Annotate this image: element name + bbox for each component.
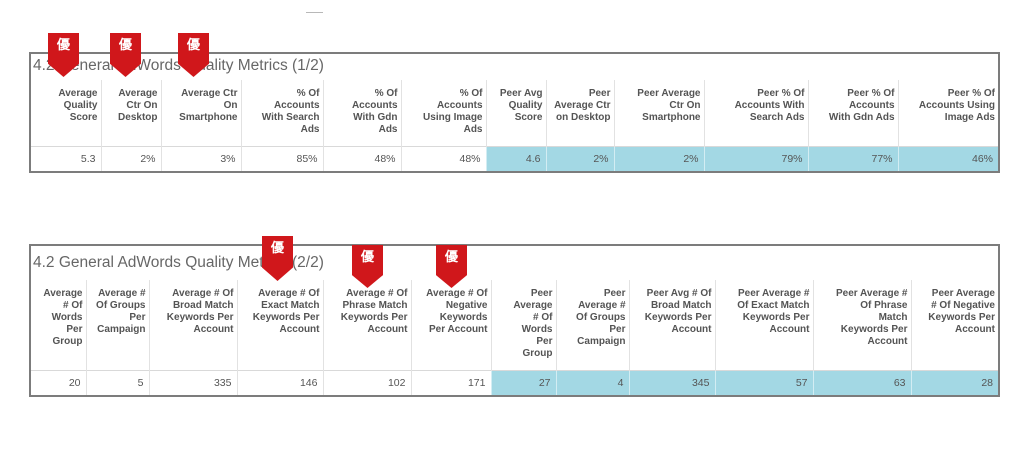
header-average-negative-keywords-per-account: Average # Of Negative Keywords Per Accou… [410, 280, 491, 371]
value-average-exact-match-keywords-per-account: 146 [236, 370, 323, 395]
value-peer-average-ctr-on-desktop: 2% [545, 146, 614, 171]
header-average-ctr-on-desktop: Average Ctr On Desktop [100, 80, 161, 147]
value-average-phrase-match-keywords-per-account: 102 [322, 370, 411, 395]
value-average-ctr-on-smartphone: 3% [160, 146, 241, 171]
value-peer-pct-accounts-using-image-ads: 46% [897, 146, 998, 171]
value-pct-accounts-with-search-ads: 85% [240, 146, 323, 171]
value-average-ctr-on-desktop: 2% [100, 146, 161, 171]
header-average-phrase-match-keywords-per-account: Average # Of Phrase Match Keywords Per A… [322, 280, 411, 371]
header-peer-avg-broad-match-keywords-per-account: Peer Avg # Of Broad Match Keywords Per A… [628, 280, 715, 371]
value-peer-pct-accounts-with-search-ads: 79% [703, 146, 808, 171]
badge-label: 優 [118, 38, 132, 53]
table-row: 20 5 335 146 102 171 27 4 345 57 63 28 [31, 370, 998, 395]
header-row: Average # Of Words Per Group Average # O… [31, 280, 998, 371]
header-pct-accounts-with-search-ads: % Of Accounts With Search Ads [240, 80, 323, 147]
header-average-exact-match-keywords-per-account: Average # Of Exact Match Keywords Per Ac… [236, 280, 323, 371]
badge-label: 優 [444, 250, 458, 265]
value-average-words-per-group: 20 [31, 370, 86, 395]
value-average-groups-per-campaign: 5 [85, 370, 149, 395]
quality-metrics-table-2: Average # Of Words Per Group Average # O… [31, 280, 998, 395]
value-pct-accounts-with-gdn-ads: 48% [322, 146, 401, 171]
header-average-ctr-on-smartphone: Average Ctr On Smartphone [160, 80, 241, 147]
header-peer-average-exact-match-keywords-per-account: Peer Average # Of Exact Match Keywords P… [714, 280, 813, 371]
header-pct-accounts-with-gdn-ads: % Of Accounts With Gdn Ads [322, 80, 401, 147]
header-peer-pct-accounts-using-image-ads: Peer % Of Accounts Using Image Ads [897, 80, 998, 147]
header-peer-average-phrase-match-keywords-per-account: Peer Average # Of Phrase Match Keywords … [812, 280, 911, 371]
value-peer-avg-broad-match-keywords-per-account: 345 [628, 370, 715, 395]
header-row: Average Quality Score Average Ctr On Des… [31, 80, 998, 147]
header-average-broad-match-keywords-per-account: Average # Of Broad Match Keywords Per Ac… [148, 280, 237, 371]
header-peer-average-ctr-on-smartphone: Peer Average Ctr On Smartphone [613, 80, 704, 147]
panel-title: 4.2 General AdWords Quality Metrics (1/2… [33, 57, 324, 74]
value-peer-average-groups-per-campaign: 4 [555, 370, 629, 395]
value-peer-average-negative-keywords-per-account: 28 [910, 370, 998, 395]
header-peer-pct-accounts-with-search-ads: Peer % Of Accounts With Search Ads [703, 80, 808, 147]
value-peer-pct-accounts-with-gdn-ads: 77% [807, 146, 898, 171]
panel-title: 4.2 General AdWords Quality Metrics (2/2… [33, 254, 324, 271]
value-peer-average-phrase-match-keywords-per-account: 63 [812, 370, 911, 395]
badge-label: 優 [360, 250, 374, 265]
top-divider [306, 12, 323, 13]
value-peer-average-exact-match-keywords-per-account: 57 [714, 370, 813, 395]
header-average-groups-per-campaign: Average # Of Groups Per Campaign [85, 280, 149, 371]
value-pct-accounts-using-image-ads: 48% [400, 146, 486, 171]
table-row: 5.3 2% 3% 85% 48% 48% 4.6 2% 2% 79% 77% … [31, 146, 998, 171]
quality-metrics-table-1: Average Quality Score Average Ctr On Des… [31, 80, 998, 171]
header-pct-accounts-using-image-ads: % Of Accounts Using Image Ads [400, 80, 486, 147]
value-peer-average-ctr-on-smartphone: 2% [613, 146, 704, 171]
quality-metrics-panel-1: 4.2 General AdWords Quality Metrics (1/2… [29, 52, 1000, 173]
value-peer-average-words-per-group: 27 [490, 370, 556, 395]
header-peer-pct-accounts-with-gdn-ads: Peer % Of Accounts With Gdn Ads [807, 80, 898, 147]
value-peer-avg-quality-score: 4.6 [485, 146, 546, 171]
header-peer-average-groups-per-campaign: Peer Average # Of Groups Per Campaign [555, 280, 629, 371]
value-average-broad-match-keywords-per-account: 335 [148, 370, 237, 395]
quality-metrics-panel-2: 4.2 General AdWords Quality Metrics (2/2… [29, 244, 1000, 397]
value-average-negative-keywords-per-account: 171 [410, 370, 491, 395]
header-peer-average-negative-keywords-per-account: Peer Average # Of Negative Keywords Per … [910, 280, 998, 371]
header-peer-avg-quality-score: Peer Avg Quality Score [485, 80, 546, 147]
value-average-quality-score: 5.3 [31, 146, 101, 171]
header-peer-average-ctr-on-desktop: Peer Average Ctr on Desktop [545, 80, 614, 147]
header-average-words-per-group: Average # Of Words Per Group [43, 288, 83, 347]
header-average-quality-score: Average Quality Score [58, 88, 98, 123]
badge-label: 優 [270, 241, 284, 256]
badge-label: 優 [186, 38, 200, 53]
badge-label: 優 [56, 38, 70, 53]
header-peer-average-words-per-group: Peer Average # Of Words Per Group [490, 280, 556, 371]
